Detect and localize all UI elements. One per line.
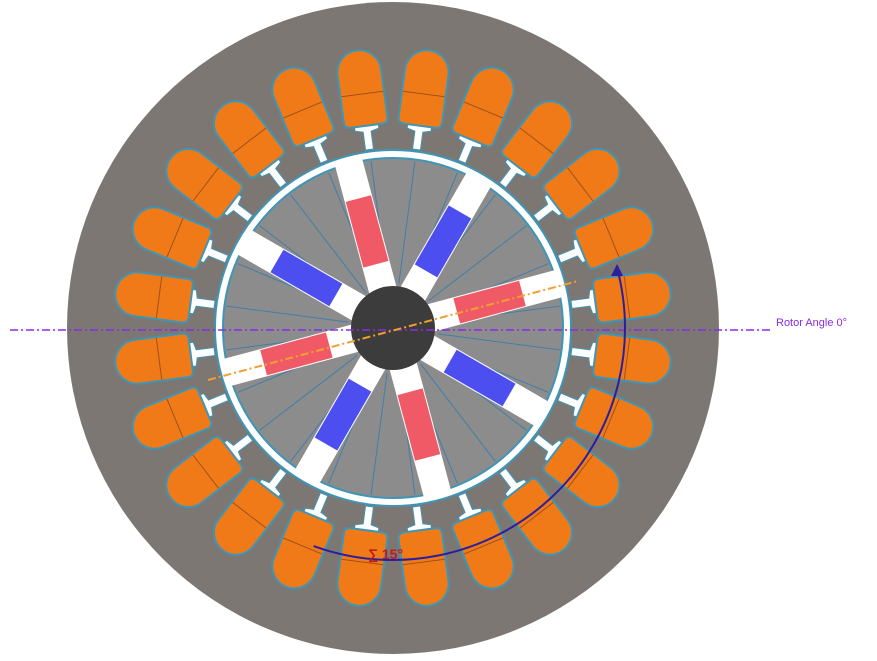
stator-slot [397,49,450,151]
angle-arrowhead [611,263,624,276]
magnet-spoke [389,361,453,502]
stator-slot [336,505,389,607]
rotor-line [290,194,367,293]
stator-slot [165,147,254,223]
magnet-spoke [418,334,553,429]
stator-slot [557,206,655,270]
magnet-spoke [399,168,494,303]
stator-slot [532,147,621,223]
rotor-magnets [219,154,567,502]
stator-slot [570,332,672,385]
stator-slot [532,433,621,509]
stator-slot [498,467,574,556]
rotor-line [259,354,358,431]
stator-slot [131,386,229,450]
reference-line-label: Rotor Angle 0° [776,317,847,329]
rotor-line [370,372,388,495]
rotor-line [398,161,416,284]
stator-slot [131,206,229,270]
stator-slot [557,386,655,450]
stator-slot [498,100,574,189]
stator-slot [397,505,450,607]
stator-slot [271,66,335,164]
magnet-spoke [219,324,360,388]
magnet-spoke [333,154,397,295]
stator-slot [451,492,515,590]
rotor-line [419,363,496,462]
stator-slot [165,433,254,509]
rotor-line [428,225,527,302]
magnet-spoke [233,227,368,322]
rotor-line [226,305,349,323]
rotor-line [437,333,560,351]
stator-slot [336,49,389,151]
magnet-spoke [426,268,567,332]
stator-slot [114,332,216,385]
magnet-spoke [292,353,387,488]
angle-label: ∑ 15° [368,546,403,563]
stator-slot [212,100,288,189]
shaft [351,286,435,370]
stator-slot [451,66,515,164]
angle-arc [313,267,626,561]
stator-slots [114,49,672,607]
stator-slot [570,271,672,324]
stator-slot [271,492,335,590]
stator-slot [212,467,288,556]
stator-slot [114,271,216,324]
